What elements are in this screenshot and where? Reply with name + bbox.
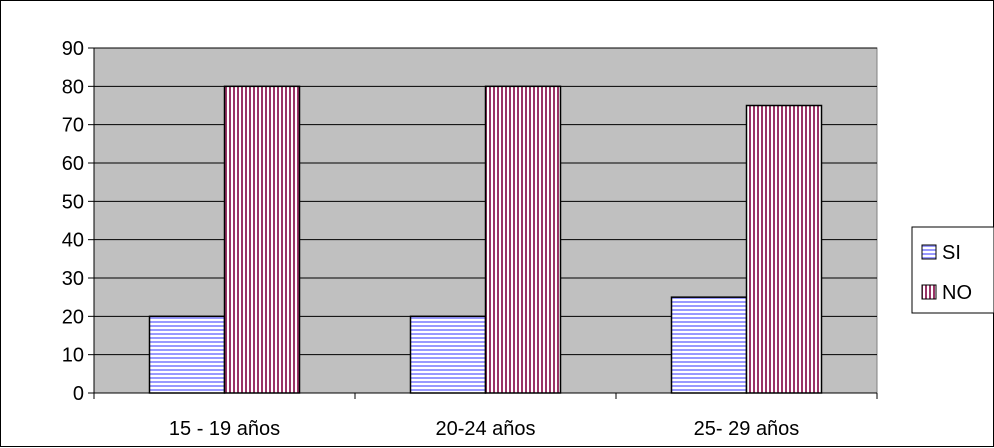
- y-tick-label: 40: [62, 230, 84, 252]
- y-tick-label: 10: [62, 345, 84, 367]
- y-tick-label: 80: [62, 76, 84, 98]
- y-tick-label: 50: [62, 191, 84, 213]
- y-tick-label: 70: [62, 115, 84, 137]
- legend-label-si: SI: [942, 242, 961, 264]
- y-tick-label: 60: [62, 153, 84, 175]
- y-tick-label: 30: [62, 268, 84, 290]
- legend-swatch-no: [921, 284, 937, 300]
- y-tick-label: 0: [73, 383, 84, 405]
- bar-no-2: [484, 85, 562, 394]
- legend-swatch-si: [921, 244, 937, 260]
- bar-si-1: [148, 315, 226, 394]
- y-tick-label: 90: [62, 38, 84, 60]
- x-tick-label: 15 - 19 años: [169, 418, 280, 440]
- legend-label-no: NO: [942, 282, 972, 304]
- x-tick-label: 20-24 años: [435, 418, 535, 440]
- bar-si-3: [670, 296, 748, 394]
- y-tick-label: 20: [62, 306, 84, 328]
- bar-no-3: [745, 104, 823, 394]
- x-tick-label: 25- 29 años: [694, 418, 800, 440]
- bar-no-1: [223, 85, 301, 394]
- bar-si-2: [409, 315, 487, 394]
